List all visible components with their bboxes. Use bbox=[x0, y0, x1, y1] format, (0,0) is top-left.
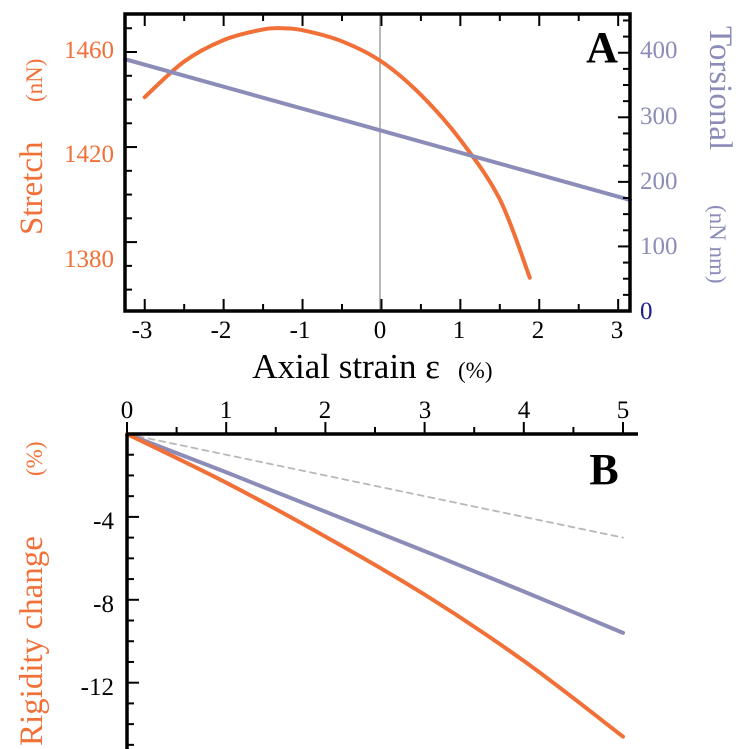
panel-a-right-axis-unit: (nN nm) bbox=[705, 205, 730, 284]
panel-b-tick-marks bbox=[126, 422, 624, 746]
panel-a-torsional-line bbox=[123, 57, 632, 202]
panel-b-stretch-line bbox=[125, 432, 625, 739]
panel-a-right-tick-label: 400 bbox=[640, 37, 678, 64]
panel-b-x-tick-label: 2 bbox=[319, 397, 332, 424]
panel-a-left-tick-label: 1420 bbox=[64, 141, 114, 168]
panel-b-x-tick-label: 3 bbox=[419, 397, 432, 424]
panel-a-right-tick-label: 200 bbox=[640, 168, 678, 195]
panel-a: -3 -2 -1 0 1 2 3 1380 1420 1460 0 100 20… bbox=[14, 12, 738, 386]
panel-a-x-tick-label: 1 bbox=[453, 317, 466, 344]
panel-b-y-tick-label: -12 bbox=[81, 674, 114, 701]
panel-a-right-tick-labels: 0 100 200 300 400 bbox=[640, 37, 678, 325]
panel-a-curves bbox=[123, 26, 632, 280]
panel-a-x-axis-unit: (%) bbox=[458, 358, 492, 383]
panel-a-left-axis-unit: (nN) bbox=[22, 59, 47, 102]
panel-a-x-tick-label: -2 bbox=[211, 317, 232, 344]
panel-a-left-tick-label: 1380 bbox=[64, 246, 114, 273]
panel-b-x-tick-label: 1 bbox=[220, 397, 233, 424]
panel-b-x-tick-label: 5 bbox=[617, 397, 630, 424]
panel-a-frame bbox=[123, 12, 632, 313]
panel-b-x-tick-labels: 0 1 2 3 4 5 bbox=[121, 397, 630, 424]
panel-b-x-tick-label: 4 bbox=[518, 397, 531, 424]
panel-a-tick-marks bbox=[125, 14, 630, 312]
panel-b-x-tick-label: 0 bbox=[121, 397, 134, 424]
panel-b-y-tick-label: -4 bbox=[93, 508, 114, 535]
panel-a-x-tick-label: 2 bbox=[532, 317, 545, 344]
panel-a-x-tick-labels: -3 -2 -1 0 1 2 3 bbox=[132, 317, 624, 344]
panel-a-x-tick-label: -1 bbox=[290, 317, 311, 344]
panel-b-reference-line bbox=[126, 433, 624, 539]
panel-a-letter: A bbox=[586, 23, 618, 72]
panel-a-left-tick-label: 1460 bbox=[64, 37, 114, 64]
panel-b-torsional-line bbox=[125, 432, 625, 635]
panel-b-curves bbox=[125, 432, 625, 739]
panel-a-right-tick-label: 300 bbox=[640, 103, 678, 130]
panel-b-y-axis-unit: (%) bbox=[22, 442, 47, 476]
panel-b-y-tick-label: -8 bbox=[93, 591, 114, 618]
panel-a-left-axis-title: Stretch bbox=[14, 141, 50, 235]
panel-a-x-tick-label: 3 bbox=[611, 317, 624, 344]
panel-a-left-tick-labels: 1380 1420 1460 bbox=[64, 37, 114, 273]
panel-a-right-tick-label: 100 bbox=[640, 233, 678, 260]
panel-b-y-tick-labels: -4 -8 -12 bbox=[81, 508, 115, 701]
panel-a-stretch-line bbox=[142, 26, 532, 280]
panel-a-x-tick-label: 0 bbox=[374, 317, 387, 344]
panel-a-x-axis-title: Axial strain ε bbox=[252, 347, 440, 386]
panel-b-y-axis-title: Rigidity change bbox=[14, 536, 50, 746]
panel-b-letter: B bbox=[589, 445, 618, 494]
panel-b: 0 1 2 3 4 5 -4 -8 -12 B Rigidity change … bbox=[14, 397, 638, 749]
panel-a-right-axis-title: Torsional bbox=[702, 26, 738, 150]
panel-a-x-tick-label: -3 bbox=[132, 317, 153, 344]
panel-a-right-tick-label: 0 bbox=[640, 298, 653, 325]
